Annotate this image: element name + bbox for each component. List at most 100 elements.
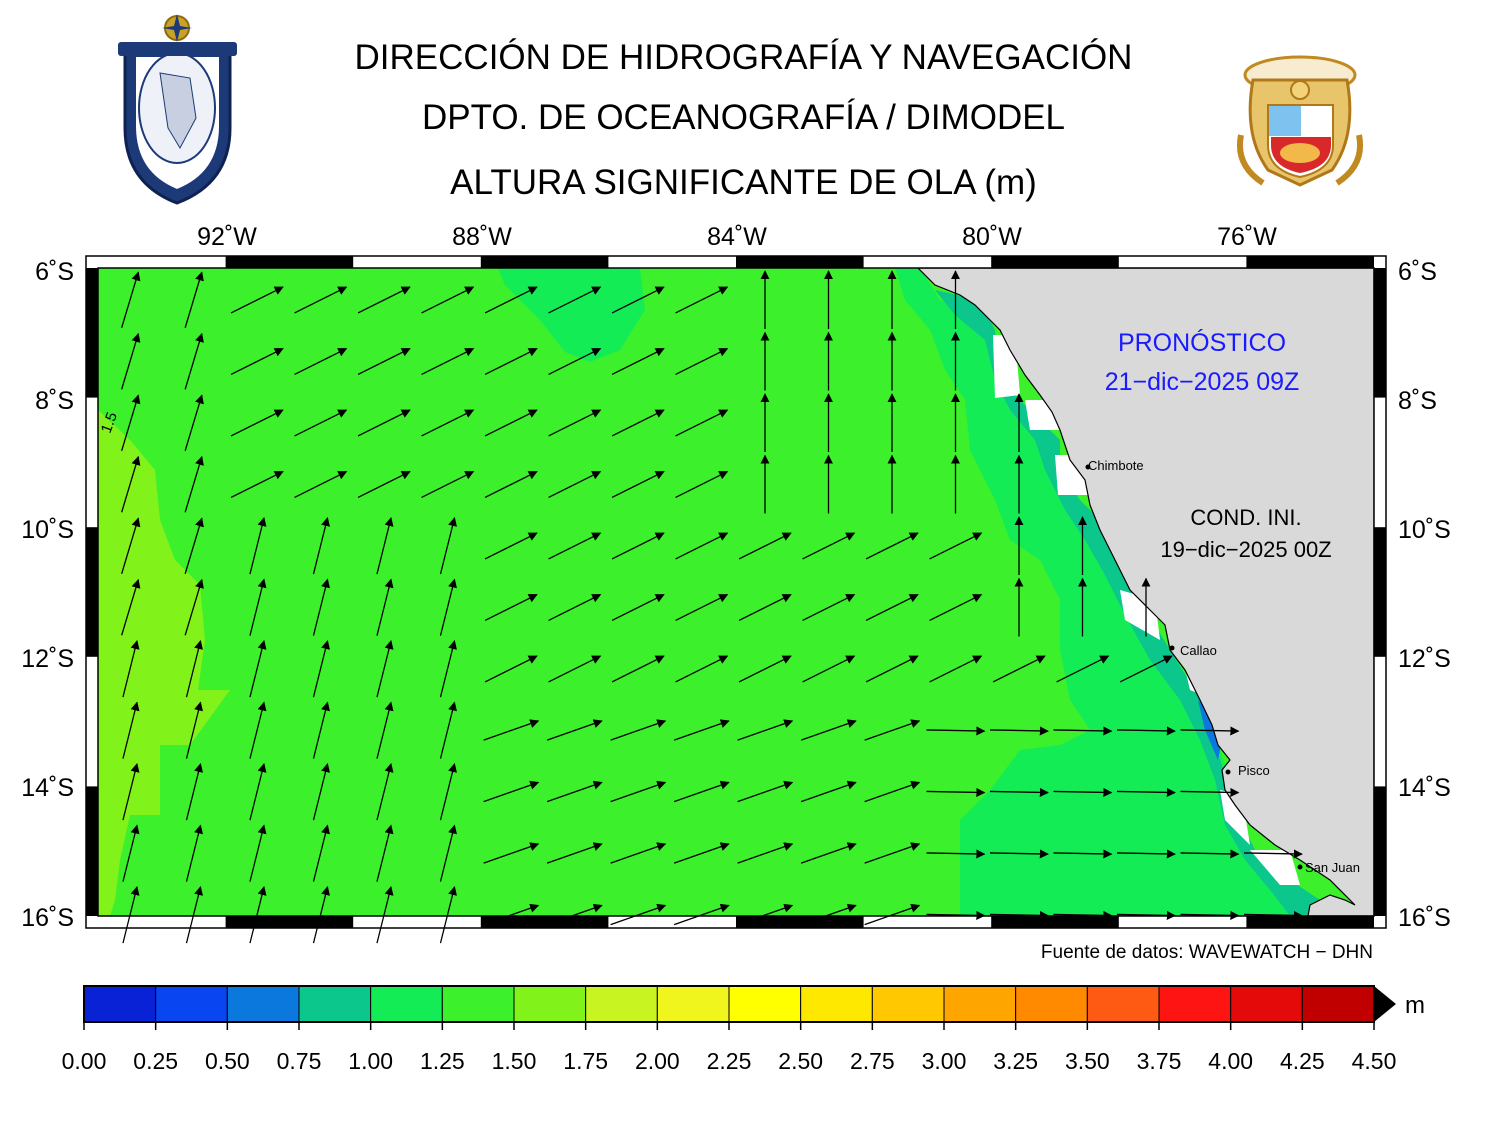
wave-direction-arrow [185, 824, 203, 882]
wave-direction-arrow [184, 271, 204, 328]
colorbar-tick-label: 1.25 [420, 1048, 465, 1074]
lat-label-6s-right: 6˚S [1398, 258, 1437, 286]
forecast-date: 21−dic−2025 09Z [1105, 368, 1300, 396]
wave-direction-arrow [611, 532, 665, 560]
colorbar-overflow-triangle [1374, 986, 1396, 1022]
wave-direction-arrow [376, 885, 394, 944]
wave-direction-arrow [1119, 655, 1173, 683]
init-label: COND. INI. [1190, 505, 1301, 530]
wave-direction-arrow [294, 286, 348, 314]
colorbar-tick-label: 3.00 [922, 1048, 967, 1074]
wave-direction-arrow [1116, 787, 1176, 797]
wave-direction-arrow [249, 639, 267, 698]
wave-direction-arrow [249, 762, 267, 821]
wave-direction-arrow [230, 470, 284, 499]
colorbar-tick-label: 1.50 [492, 1048, 537, 1074]
wave-direction-arrow [800, 842, 857, 864]
wave-direction-arrow [312, 516, 330, 575]
wave-direction-arrow [121, 517, 141, 574]
wave-direction-arrow [483, 842, 540, 864]
wave-direction-arrow [546, 719, 603, 741]
wave-direction-arrow [483, 780, 540, 803]
colorbar-segment [1158, 985, 1232, 1023]
wave-direction-arrow [611, 593, 665, 622]
wave-direction-arrow [484, 347, 538, 376]
wave-direction-arrow [122, 824, 140, 882]
wave-direction-arrow [184, 332, 204, 390]
wave-direction-arrow [185, 762, 203, 821]
colorbar-tick-label: 2.50 [778, 1048, 823, 1074]
wave-direction-arrow [185, 701, 203, 759]
wave-direction-arrow [121, 271, 141, 328]
colorbar-tick-label: 2.00 [635, 1048, 680, 1074]
wave-direction-arrow [312, 824, 330, 882]
lat-label-16s-left: 16˚S [21, 904, 74, 932]
frame-tick-bottom [991, 916, 1119, 928]
colorbar-tick-label: 0.00 [62, 1048, 107, 1074]
wave-direction-arrow [484, 655, 538, 683]
wave-direction-arrow [121, 455, 141, 513]
wave-direction-arrow [864, 719, 921, 741]
wave-direction-arrows [121, 270, 1303, 944]
title-line-2: DPTO. DE OCEANOGRAFÍA / DIMODEL [421, 98, 1066, 137]
colorbar-segment [226, 985, 300, 1023]
wave-direction-arrow [926, 726, 986, 736]
wave-direction-arrow [294, 470, 348, 499]
wave-direction-arrow [800, 719, 857, 741]
wave-direction-arrow [483, 719, 540, 741]
wave-direction-arrow [376, 824, 394, 882]
lat-label-16s-right: 16˚S [1398, 904, 1451, 932]
wave-direction-arrow [737, 780, 794, 803]
wave-direction-arrow [865, 593, 919, 622]
frame-tick-left [86, 786, 98, 916]
map-frame-ticks [86, 256, 1386, 928]
frame-tick-top [736, 256, 864, 268]
colorbar [83, 985, 1396, 1023]
wave-direction-arrow [802, 532, 856, 560]
wave-direction-arrow [738, 655, 792, 683]
wave-direction-arrow [926, 787, 986, 797]
colorbar-segment [800, 985, 873, 1023]
wave-direction-arrow [122, 701, 140, 759]
wave-direction-arrow [312, 701, 330, 759]
wave-direction-arrow [989, 726, 1049, 736]
wave-direction-arrow [121, 332, 141, 390]
colorbar-tick-label: 3.50 [1065, 1048, 1110, 1074]
wave-direction-arrow [249, 578, 267, 636]
colorbar-tick-label: 4.00 [1208, 1048, 1253, 1074]
wave-direction-arrow [989, 849, 1049, 859]
lat-label-14s-left: 14˚S [21, 774, 74, 802]
frame-tick-left [86, 268, 98, 398]
wave-direction-arrow [439, 578, 457, 636]
wave-direction-arrow [484, 409, 538, 437]
lat-label-8s-left: 8˚S [35, 387, 74, 415]
wave-direction-arrow [611, 655, 665, 683]
data-source-note: Fuente de datos: WAVEWATCH − DHN [1040, 942, 1373, 963]
city-pisco: Pisco [1238, 763, 1270, 778]
frame-tick-right [1374, 786, 1386, 916]
wave-direction-arrow [673, 842, 730, 864]
colorbar-segment [871, 985, 945, 1023]
wave-direction-arrow [122, 885, 140, 944]
colorbar-segment [656, 985, 730, 1023]
wave-direction-arrow [611, 470, 665, 499]
frame-tick-bottom [480, 916, 609, 928]
wave-direction-arrow [357, 409, 411, 437]
wave-direction-arrow [926, 849, 986, 859]
lat-label-6s-left: 6˚S [35, 258, 74, 286]
wave-direction-arrow [675, 409, 729, 437]
frame-tick-bottom [1246, 916, 1374, 928]
wave-direction-arrow [610, 780, 667, 803]
lon-label-80w: 80˚W [962, 223, 1022, 251]
wave-direction-arrow [484, 593, 538, 622]
colorbar-segment [585, 985, 658, 1023]
wave-direction-arrow [865, 532, 919, 560]
wave-direction-arrow [312, 885, 330, 944]
wave-direction-arrow [312, 578, 330, 636]
wave-direction-arrow [230, 347, 284, 376]
colorbar-segment [298, 985, 372, 1023]
frame-tick-bottom [225, 916, 354, 928]
colorbar-tick-label: 2.25 [707, 1048, 752, 1074]
lat-label-14s-right: 14˚S [1398, 774, 1451, 802]
colorbar-segment [1086, 985, 1160, 1023]
